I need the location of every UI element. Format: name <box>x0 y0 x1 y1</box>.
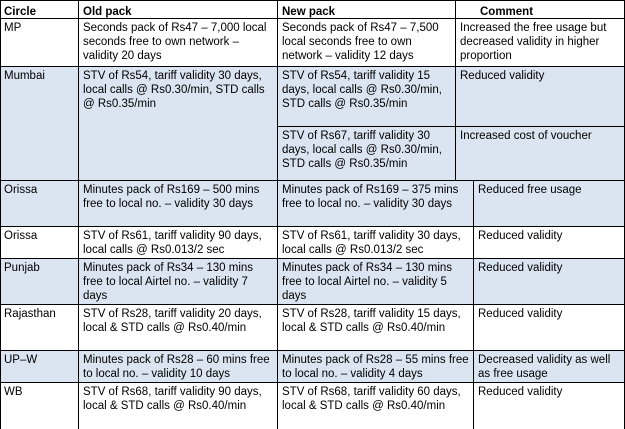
grid-line <box>455 0 456 181</box>
grid-line <box>0 180 625 181</box>
comment-cell: Reduced validity <box>478 308 563 320</box>
header-new-pack: New pack <box>278 2 456 18</box>
new-pack-cell: STV of Rs28, tariff validity 15 days, lo… <box>282 308 461 334</box>
comment-cell: Increased the free usage but decreased v… <box>460 22 607 62</box>
old-pack-cell: STV of Rs28, tariff validity 20 days, lo… <box>83 308 262 334</box>
header-old-pack: Old pack <box>79 2 277 18</box>
grid-line <box>78 0 79 429</box>
circle-cell: Punjab <box>4 262 40 274</box>
new-pack-cell: Minutes pack of Rs169 – 375 mins free to… <box>282 184 459 210</box>
comment-cell: Reduced validity <box>460 70 545 82</box>
comment-cell: Increased cost of voucher <box>460 130 592 142</box>
comment-cell: Reduced free usage <box>478 184 582 196</box>
new-pack-cell: Minutes pack of Rs34 – 130 mins free to … <box>282 262 453 302</box>
circle-cell: Rajasthan <box>4 308 56 320</box>
row-mumbai-bg <box>0 67 625 181</box>
grid-line <box>0 66 625 67</box>
circle-cell: WB <box>4 386 23 398</box>
grid-line <box>0 258 625 259</box>
circle-cell: Orissa <box>4 230 38 242</box>
old-pack-cell: STV of Rs61, tariff validity 90 days, lo… <box>83 230 262 256</box>
circle-cell: Orissa <box>4 184 38 196</box>
comment-cell: Reduced validity <box>478 230 563 242</box>
row-upw-bg <box>0 351 625 383</box>
new-pack-cell: STV of Rs68, tariff validity 60 days, lo… <box>282 386 461 412</box>
comment-cell: Decreased validity as well as free usage <box>478 354 611 380</box>
new-pack-cell: STV of Rs61, tariff validity 30 days, lo… <box>282 230 461 256</box>
circle-cell: MP <box>4 22 22 34</box>
grid-line <box>0 0 625 1</box>
header-comment: Comment <box>456 2 625 18</box>
new-pack-cell: STV of Rs54, tariff validity 15 days, lo… <box>282 70 442 110</box>
new-pack-cell: STV of Rs67, tariff validity 30 days, lo… <box>282 130 442 170</box>
grid-line <box>278 126 625 127</box>
old-pack-cell: Minutes pack of Rs169 – 500 mins free to… <box>83 184 260 210</box>
circle-cell: Mumbai <box>4 70 45 82</box>
header-circle: Circle <box>0 2 78 18</box>
old-pack-cell: Minutes pack of Rs34 – 130 mins free to … <box>83 262 254 302</box>
row-orissa-1-bg <box>0 181 625 227</box>
grid-line <box>277 0 278 429</box>
row-punjab-bg <box>0 259 625 305</box>
grid-line <box>0 226 625 227</box>
old-pack-cell: STV of Rs68, tariff validity 90 days, lo… <box>83 386 262 412</box>
old-pack-cell: STV of Rs54, tariff validity 30 days, lo… <box>83 70 265 110</box>
grid-line <box>0 350 625 351</box>
grid-line <box>0 0 1 429</box>
grid-line <box>0 304 625 305</box>
old-pack-cell: Minutes pack of Rs28 – 60 mins free to l… <box>83 354 270 380</box>
old-pack-cell: Seconds pack of Rs47 – 7,000 local secon… <box>83 22 267 62</box>
new-pack-cell: Seconds pack of Rs47 – 7,500 local secon… <box>282 22 439 62</box>
grid-line <box>0 382 625 383</box>
comment-cell: Reduced validity <box>478 262 563 274</box>
comment-cell: Reduced validity <box>478 386 563 398</box>
grid-line <box>473 180 474 429</box>
new-pack-cell: Minutes pack of Rs28 – 55 mins free to l… <box>282 354 469 380</box>
circle-cell: UP–W <box>4 354 38 366</box>
grid-line <box>0 18 625 19</box>
